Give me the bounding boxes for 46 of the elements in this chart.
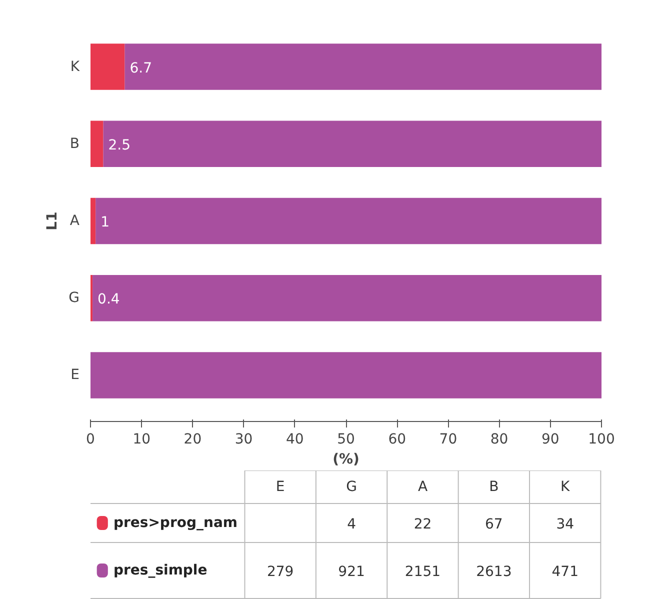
legend-label: pres>prog_nam xyxy=(113,515,238,531)
category-label: A xyxy=(418,479,428,495)
x-tick-label: 0 xyxy=(86,432,95,448)
data-label: 67 xyxy=(485,516,503,532)
y-tick-label: G xyxy=(68,290,80,306)
x-tick-label: 90 xyxy=(541,432,560,448)
x-tick-label: 30 xyxy=(234,432,253,448)
bar xyxy=(90,44,125,90)
y-axis-title: L1 xyxy=(44,212,61,230)
x-tick-label: 80 xyxy=(490,432,508,448)
bar xyxy=(90,198,96,244)
y-tick-label: A xyxy=(70,213,80,229)
data-label: 1 xyxy=(100,214,110,230)
data-label: 2613 xyxy=(476,564,512,580)
x-tick-label: 10 xyxy=(132,432,151,448)
category-label: K xyxy=(560,479,571,495)
y-tick-label: E xyxy=(70,367,80,384)
category-label: E xyxy=(276,479,285,495)
data-label: 6.7 xyxy=(130,60,152,76)
x-tick-label: 40 xyxy=(286,432,304,448)
category-label: B xyxy=(489,479,499,495)
bar xyxy=(124,44,602,90)
bar xyxy=(92,274,602,322)
data-label: 471 xyxy=(552,564,578,580)
x-axis-title: (%) xyxy=(332,452,360,468)
bar xyxy=(103,120,602,168)
data-label: 2.5 xyxy=(108,137,131,154)
legend-label: pres_simple xyxy=(113,562,208,578)
bar xyxy=(90,352,602,398)
y-tick-label: K xyxy=(70,58,80,75)
bar xyxy=(90,120,104,168)
data-label: 22 xyxy=(414,516,432,532)
data-label: 34 xyxy=(556,516,574,532)
data-label: 4 xyxy=(347,516,356,532)
x-tick-label: 20 xyxy=(184,432,202,448)
data-label: 2151 xyxy=(404,564,441,580)
x-tick-label: 70 xyxy=(439,432,458,448)
x-tick-label: 100 xyxy=(588,432,615,448)
y-tick-label: B xyxy=(70,136,80,152)
data-label: 0.4 xyxy=(98,292,120,308)
x-tick-label: 50 xyxy=(337,432,355,448)
bar xyxy=(96,198,602,244)
data-label: 279 xyxy=(266,564,294,580)
x-tick-label: 60 xyxy=(388,432,406,448)
data-label: 921 xyxy=(338,564,365,580)
category-label: G xyxy=(346,479,357,495)
